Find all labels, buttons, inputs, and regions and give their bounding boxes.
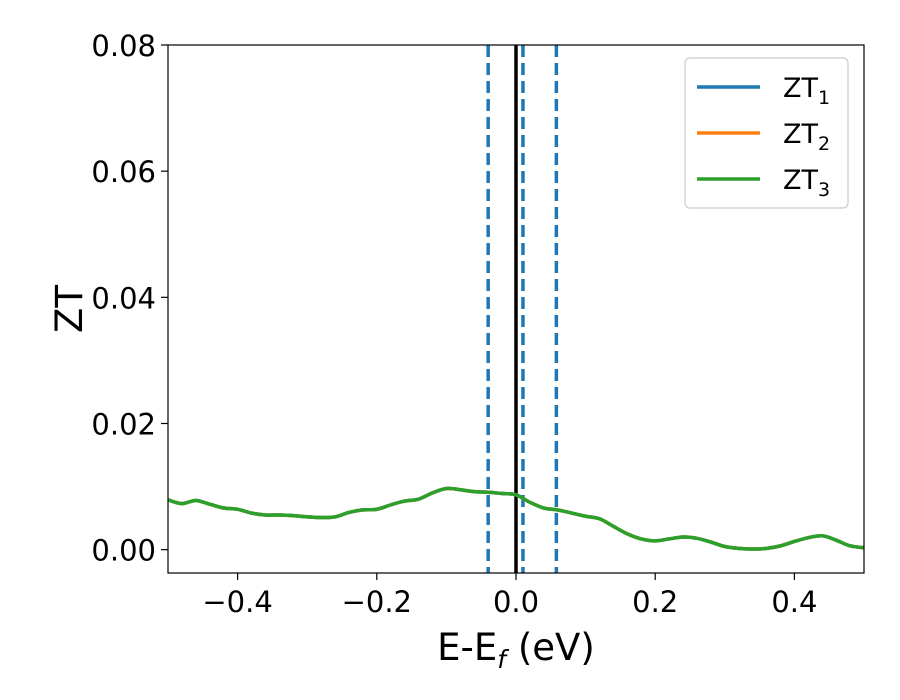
- legend-label-subscript: 3: [818, 179, 830, 201]
- y-axis-ticks: 0.00 0.02 0.04 0.06 0.08: [91, 29, 168, 568]
- y-tick-label: 0.06: [91, 155, 156, 189]
- legend-label-3: ZT3: [783, 165, 830, 201]
- y-tick-label: 0.00: [91, 534, 156, 568]
- x-tick-label: 0.2: [632, 585, 678, 619]
- legend-label-main: ZT: [783, 119, 818, 150]
- x-axis-ticks: −0.4 −0.2 0.0 0.2 0.4: [202, 573, 817, 619]
- legend-label-2: ZT2: [783, 119, 830, 155]
- x-tick-label: 0.4: [771, 585, 817, 619]
- series-line-3: [168, 486, 864, 551]
- series-lines: [168, 486, 864, 551]
- x-tick-label: 0.0: [493, 585, 539, 619]
- y-tick-label: 0.04: [91, 281, 156, 315]
- y-tick-label: 0.02: [91, 407, 156, 441]
- x-tick-label: −0.4: [202, 585, 272, 619]
- y-axis-label: ZT: [48, 285, 91, 333]
- legend-label-subscript: 1: [818, 87, 830, 109]
- legend-label-main: ZT: [783, 73, 818, 104]
- y-tick-label: 0.08: [91, 29, 156, 63]
- vertical-lines: [486, 45, 559, 573]
- x-axis-label: E-Ef (eV): [437, 626, 595, 674]
- x-tick-label: −0.2: [342, 585, 412, 619]
- legend-label-main: ZT: [783, 165, 818, 196]
- x-axis-label-main: E-E: [437, 626, 497, 669]
- legend-label-1: ZT1: [783, 73, 830, 109]
- legend-label-subscript: 2: [818, 133, 830, 155]
- legend-box: [684, 57, 849, 209]
- x-axis-label-unit: (eV): [506, 626, 595, 669]
